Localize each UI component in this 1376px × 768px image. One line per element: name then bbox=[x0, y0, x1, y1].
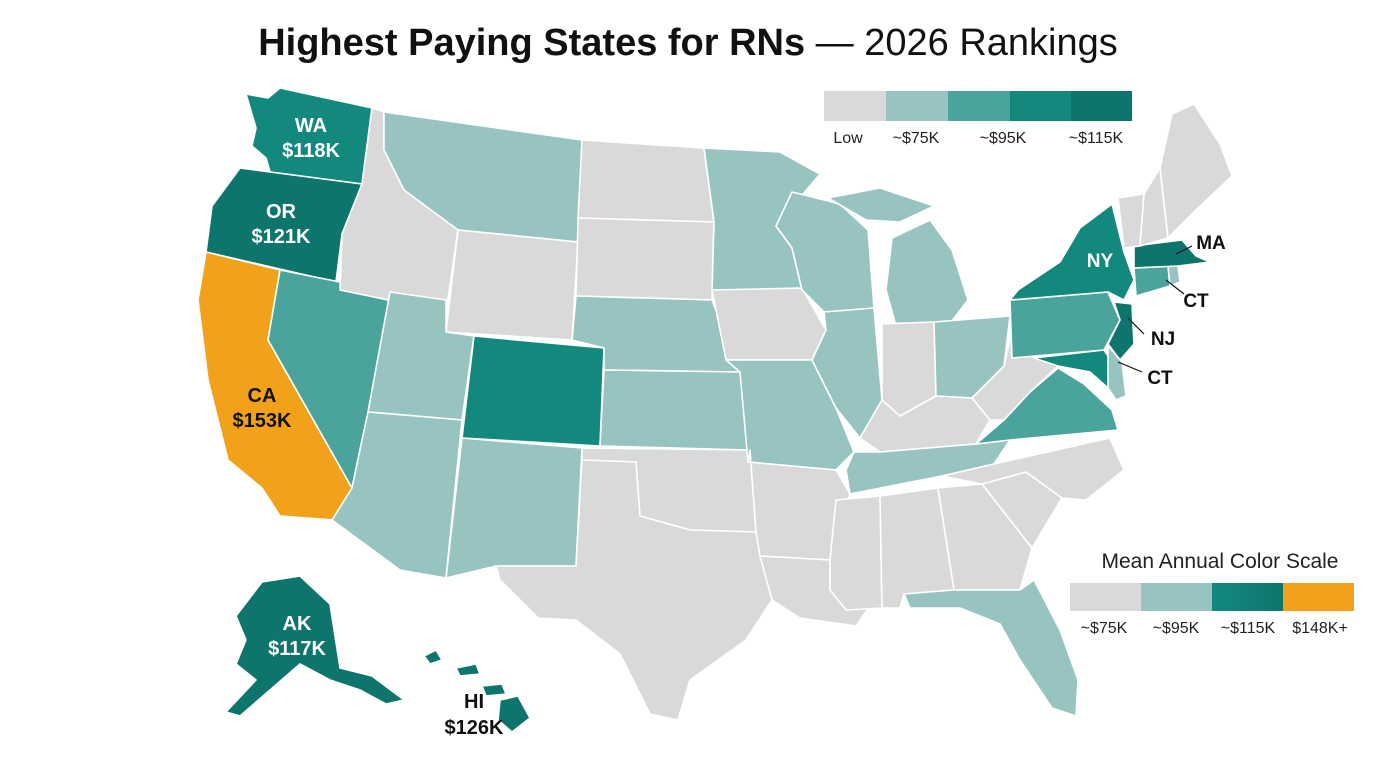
label-ak-value: $117K bbox=[268, 638, 326, 660]
map-title-sub: — 2026 Rankings bbox=[805, 22, 1118, 64]
top-legend-label-115: ~$115K bbox=[1068, 130, 1124, 147]
top-legend-swatch-115 bbox=[1010, 91, 1071, 121]
state-hi-4 bbox=[497, 695, 531, 733]
state-ms bbox=[829, 495, 883, 611]
bottom-legend-labels: ~$75K ~$95K ~$115K $148K+ bbox=[0, 620, 1376, 640]
state-nd bbox=[577, 139, 715, 223]
label-ny-code: NY bbox=[1087, 251, 1114, 272]
leader-ma bbox=[1175, 245, 1193, 255]
bottom-legend-label-115: ~$115K bbox=[1220, 620, 1276, 637]
label-hi-value: $126K bbox=[445, 717, 504, 739]
state-hi-1 bbox=[423, 649, 443, 665]
label-ca-code: CA bbox=[248, 385, 277, 407]
state-sd bbox=[575, 217, 715, 301]
label-ak-code: AK bbox=[283, 613, 312, 635]
label-hi-code: HI bbox=[464, 691, 484, 713]
state-mi bbox=[885, 219, 969, 327]
top-legend-label-95: ~$95K bbox=[979, 130, 1027, 147]
label-wa-code: WA bbox=[295, 115, 327, 137]
state-ky bbox=[859, 395, 991, 453]
state-pa bbox=[1009, 291, 1121, 359]
bottom-legend-label-95: ~$95K bbox=[1152, 620, 1200, 637]
state-ks bbox=[599, 369, 749, 451]
state-wy bbox=[445, 229, 579, 341]
leader-ct-2 bbox=[1117, 361, 1143, 373]
top-legend-label-low: Low bbox=[833, 130, 863, 147]
state-il bbox=[811, 307, 883, 439]
state-co bbox=[461, 335, 605, 447]
bottom-legend-swatch-115 bbox=[1212, 583, 1283, 611]
map-title-main: Highest Paying States for RNs bbox=[258, 22, 806, 64]
bottom-legend-bar bbox=[1070, 583, 1354, 611]
map-title: Highest Paying States for RNs — 2026 Ran… bbox=[0, 22, 1376, 65]
state-mi-up bbox=[827, 187, 935, 223]
state-me bbox=[1159, 103, 1233, 239]
state-de bbox=[1107, 345, 1127, 401]
label-ma-code: MA bbox=[1196, 233, 1226, 254]
label-ca-value: $153K bbox=[233, 410, 292, 432]
top-legend-swatch-75 bbox=[886, 91, 948, 121]
state-nc bbox=[941, 437, 1125, 501]
top-legend-swatch-low bbox=[824, 91, 886, 121]
label-nj-code: NJ bbox=[1151, 329, 1175, 350]
state-az bbox=[331, 411, 463, 579]
state-hi-2 bbox=[455, 663, 481, 677]
top-legend-swatch-top bbox=[1071, 91, 1132, 121]
label-or-value: $121K bbox=[252, 226, 311, 248]
bottom-legend-label-75: ~$75K bbox=[1080, 620, 1128, 637]
state-ga bbox=[937, 483, 1033, 591]
state-tx bbox=[495, 459, 773, 721]
top-legend-labels: Low ~$75K ~$95K ~$115K bbox=[0, 130, 1376, 150]
color-scale-title: Mean Annual Color Scale bbox=[1101, 550, 1339, 573]
state-ny bbox=[1009, 203, 1135, 301]
leader-nj bbox=[1127, 317, 1145, 335]
leader-ct-1 bbox=[1165, 279, 1185, 295]
top-legend-swatch-95 bbox=[948, 91, 1010, 121]
top-legend-label-75: ~$75K bbox=[892, 130, 940, 147]
bottom-legend-swatch-low bbox=[1070, 583, 1141, 611]
state-ct bbox=[1133, 265, 1171, 297]
state-ia bbox=[711, 287, 827, 361]
state-hi-3 bbox=[481, 683, 507, 697]
label-ct-1-code: CT bbox=[1183, 291, 1209, 312]
bottom-legend-label-148: $148K+ bbox=[1292, 620, 1348, 637]
label-wa-value: $118K bbox=[282, 140, 340, 162]
label-or-code: OR bbox=[266, 201, 297, 223]
bottom-legend-swatch-148 bbox=[1283, 583, 1354, 611]
state-ak bbox=[225, 575, 405, 717]
state-nm bbox=[445, 437, 583, 579]
label-ct-2-code: CT bbox=[1147, 368, 1173, 389]
state-ma bbox=[1133, 239, 1211, 269]
state-fl bbox=[903, 579, 1079, 717]
bottom-legend-swatch-95 bbox=[1141, 583, 1212, 611]
top-legend-bar bbox=[824, 91, 1132, 121]
